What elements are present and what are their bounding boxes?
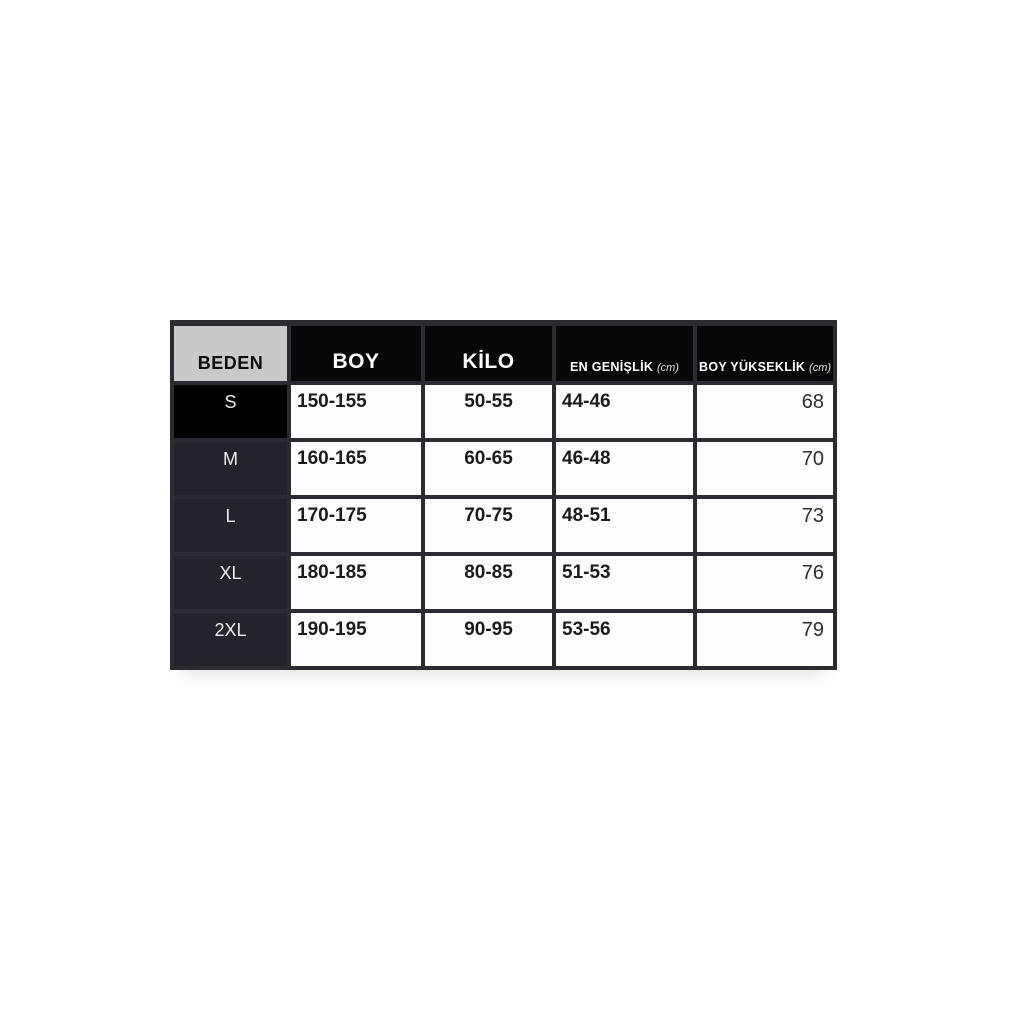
cell-boy-yukseklik-2xl: 79 [692, 609, 838, 670]
size-cell-s: S [170, 381, 291, 442]
cell-en-genislik-2xl: 53-56 [552, 609, 697, 670]
cell-boy-xl: 180-185 [287, 552, 425, 613]
cell-boy-yukseklik-s: 68 [692, 381, 838, 442]
cell-en-genislik-xl: 51-53 [552, 552, 697, 613]
table-row-xl: XL 180-185 80-85 51-53 76 [170, 552, 838, 613]
header-en-genislik-unit: (cm) [656, 362, 679, 374]
header-en-genislik: EN GENİŞLİK (cm) [552, 321, 697, 385]
header-boy-yukseklik-label: BOY YÜKSEKLİK [699, 360, 806, 374]
cell-boy-yukseklik-m: 70 [692, 438, 838, 499]
size-cell-l: L [170, 495, 291, 556]
header-kilo: KİLO [421, 321, 556, 385]
cell-kilo-xl: 80-85 [421, 552, 556, 613]
cell-boy-yukseklik-xl: 76 [692, 552, 838, 613]
header-en-genislik-label: EN GENİŞLİK [570, 360, 654, 374]
header-row: BEDEN BOY KİLO EN GENİŞLİK (cm) BOY YÜKS… [170, 321, 838, 385]
cell-kilo-s: 50-55 [421, 381, 556, 442]
size-cell-xl: XL [170, 552, 291, 613]
cell-kilo-l: 70-75 [421, 495, 556, 556]
header-boy-yukseklik-unit: (cm) [809, 362, 832, 374]
table-row-m: M 160-165 60-65 46-48 70 [170, 438, 838, 499]
size-cell-m: M [170, 438, 291, 499]
cell-boy-l: 170-175 [287, 495, 425, 556]
cell-en-genislik-s: 44-46 [552, 381, 697, 442]
header-boy: BOY [287, 321, 425, 385]
cell-kilo-m: 60-65 [421, 438, 556, 499]
size-cell-2xl: 2XL [170, 609, 291, 670]
table-row-s: S 150-155 50-55 44-46 68 [170, 381, 838, 442]
table-row-l: L 170-175 70-75 48-51 73 [170, 495, 838, 556]
cell-boy-s: 150-155 [287, 381, 425, 442]
cell-kilo-2xl: 90-95 [421, 609, 556, 670]
cell-boy-2xl: 190-195 [287, 609, 425, 670]
header-boy-yukseklik: BOY YÜKSEKLİK (cm) [692, 321, 838, 385]
cell-boy-yukseklik-l: 73 [692, 495, 838, 556]
cell-en-genislik-l: 48-51 [552, 495, 697, 556]
header-beden: BEDEN [170, 321, 291, 385]
cell-en-genislik-m: 46-48 [552, 438, 697, 499]
cell-boy-m: 160-165 [287, 438, 425, 499]
size-chart-table: BEDEN BOY KİLO EN GENİŞLİK (cm) BOY YÜKS… [170, 320, 838, 670]
table-row-2xl: 2XL 190-195 90-95 53-56 79 [170, 609, 838, 670]
